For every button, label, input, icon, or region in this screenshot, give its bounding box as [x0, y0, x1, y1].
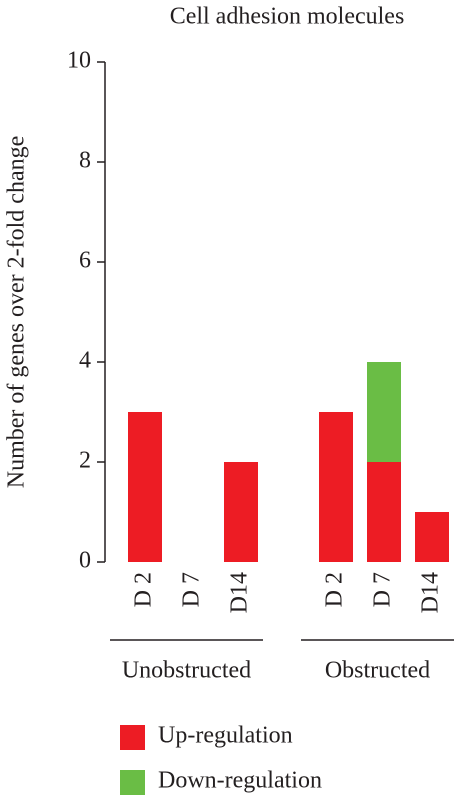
group-label: Unobstructed [122, 658, 251, 684]
legend-swatch [120, 770, 145, 795]
bar [319, 412, 353, 562]
legend-label: Down-regulation [158, 768, 322, 794]
y-tick-label: 0 [79, 548, 91, 574]
bar [367, 362, 401, 462]
x-tick-label: D 7 [370, 572, 396, 607]
x-tick-label: D14 [227, 572, 253, 613]
group-label: Obstructed [325, 658, 430, 684]
x-tick-label: D 2 [131, 572, 157, 607]
y-tick-label: 6 [79, 248, 91, 274]
y-axis-label: Number of genes over 2-fold change [4, 136, 30, 489]
y-tick-label: 2 [79, 448, 91, 474]
bar [128, 412, 162, 562]
bar [415, 512, 449, 562]
x-tick-label: D 2 [322, 572, 348, 607]
bar [367, 462, 401, 562]
chart-title: Cell adhesion molecules [170, 4, 405, 30]
x-tick-label: D14 [418, 572, 444, 613]
y-tick-label: 4 [79, 348, 91, 374]
bar [224, 462, 258, 562]
legend-label: Up-regulation [158, 723, 293, 749]
y-tick-label: 10 [67, 48, 91, 74]
y-tick-label: 8 [79, 148, 91, 174]
legend-swatch [120, 725, 145, 750]
x-tick-label: D 7 [179, 572, 205, 607]
